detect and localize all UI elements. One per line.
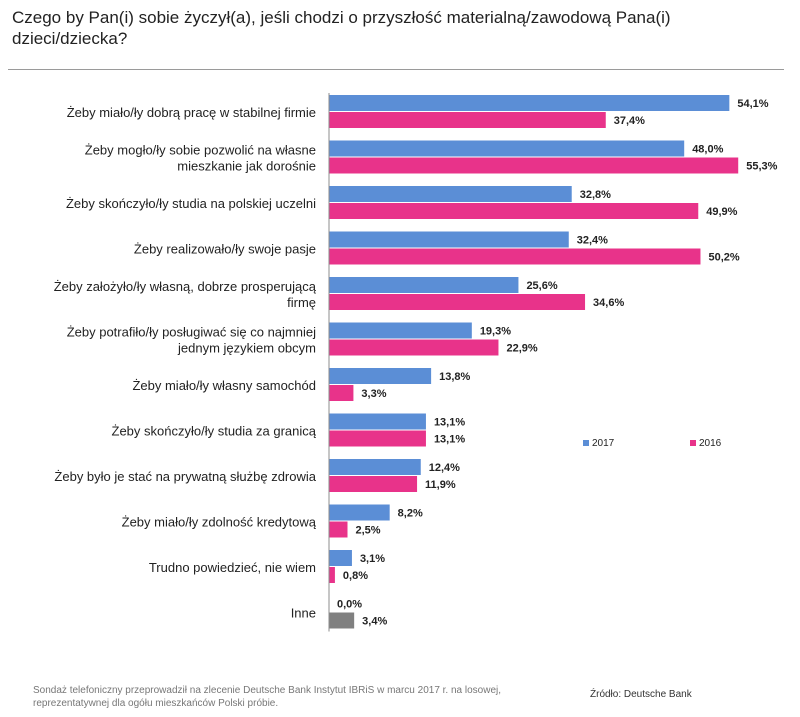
bar-2017 bbox=[329, 186, 572, 202]
category-label: Żeby skończyło/ły studia za granicą bbox=[112, 424, 317, 439]
data-label: 12,4% bbox=[429, 462, 460, 474]
data-label: 8,2% bbox=[398, 508, 423, 520]
legend-label-2016: 2016 bbox=[699, 438, 722, 449]
data-label: 11,9% bbox=[425, 479, 456, 491]
category-label: Żeby miało/ły własny samochód bbox=[132, 378, 316, 393]
data-label: 3,3% bbox=[361, 388, 386, 400]
data-label: 13,1% bbox=[434, 434, 465, 446]
bar-2016 bbox=[329, 339, 499, 356]
data-label: 49,9% bbox=[706, 206, 737, 218]
legend-swatch-2016 bbox=[690, 440, 696, 446]
category-label: Żeby było je stać na prywatną służbę zdr… bbox=[54, 469, 316, 484]
category-label: Żeby skończyło/ły studia na polskiej ucz… bbox=[66, 196, 316, 211]
bar-2017 bbox=[329, 140, 685, 157]
legend-label-2017: 2017 bbox=[592, 438, 615, 449]
category-label: Żeby miało/ły dobrą pracę w stabilnej fi… bbox=[67, 105, 316, 120]
bar-2016 bbox=[329, 612, 355, 629]
category-label: Inne bbox=[291, 606, 316, 621]
bar-2017 bbox=[329, 459, 421, 475]
chart-title: Czego by Pan(i) sobie życzył(a), jeśli c… bbox=[12, 8, 671, 48]
data-label: 32,4% bbox=[577, 235, 608, 247]
data-label: 3,4% bbox=[362, 616, 387, 628]
category-label: Żeby potrafiło/ły posługiwać się co najm… bbox=[67, 325, 316, 340]
bar-2016 bbox=[329, 203, 699, 219]
bar-2016 bbox=[329, 521, 348, 538]
category-label: firmę bbox=[287, 295, 316, 310]
bar-2016 bbox=[329, 385, 354, 401]
bar-chart: Żeby miało/ły dobrą pracę w stabilnej fi… bbox=[54, 93, 778, 632]
bar-2017 bbox=[329, 231, 569, 248]
source-note: Źródło: Deutsche Bank bbox=[590, 689, 692, 700]
data-label: 19,3% bbox=[480, 326, 511, 338]
bar-2016 bbox=[329, 157, 739, 174]
chart-legend: 2017 2016 bbox=[583, 438, 722, 449]
data-label: 32,8% bbox=[580, 189, 611, 201]
category-label: Żeby realizowało/ły swoje pasje bbox=[134, 242, 316, 257]
data-label: 25,6% bbox=[526, 280, 557, 292]
category-label: Żeby założyło/ły własną, dobrze prosperu… bbox=[54, 279, 317, 294]
bar-2016 bbox=[329, 294, 586, 310]
title-divider bbox=[8, 69, 784, 70]
category-label: jednym językiem obcym bbox=[177, 341, 316, 356]
data-label: 48,0% bbox=[692, 144, 723, 156]
category-label: Żeby miało/ły zdolność kredytową bbox=[122, 515, 317, 530]
bars-group: Żeby miało/ły dobrą pracę w stabilnej fi… bbox=[54, 93, 778, 632]
bar-2017 bbox=[329, 277, 519, 293]
bar-2016 bbox=[329, 112, 606, 128]
survey-note: Sondaż telefoniczny przeprowadził na zle… bbox=[33, 685, 502, 709]
data-label: 54,1% bbox=[737, 98, 768, 110]
bar-2016 bbox=[329, 430, 426, 447]
bar-2017 bbox=[329, 95, 730, 111]
bar-2016 bbox=[329, 476, 418, 492]
data-label: 0,8% bbox=[343, 570, 368, 582]
legend-swatch-2017 bbox=[583, 440, 589, 446]
data-label: 3,1% bbox=[360, 553, 385, 565]
data-label: 13,1% bbox=[434, 417, 465, 429]
bar-2016 bbox=[329, 567, 335, 583]
data-label: 2,5% bbox=[356, 525, 381, 537]
data-label: 0,0% bbox=[337, 599, 362, 611]
data-label: 55,3% bbox=[746, 161, 777, 173]
data-label: 50,2% bbox=[708, 252, 739, 264]
category-label: mieszkanie jak dorośnie bbox=[177, 159, 316, 174]
bar-2017 bbox=[329, 322, 472, 339]
bar-2017 bbox=[329, 413, 426, 430]
data-label: 13,8% bbox=[439, 371, 470, 383]
data-label: 34,6% bbox=[593, 297, 624, 309]
data-label: 22,9% bbox=[506, 343, 537, 355]
category-label: Trudno powiedzieć, nie wiem bbox=[149, 560, 316, 575]
bar-2016 bbox=[329, 248, 701, 265]
data-label: 37,4% bbox=[614, 115, 645, 127]
bar-2017 bbox=[329, 368, 432, 384]
category-label: Żeby mogło/ły sobie pozwolić na własne bbox=[85, 143, 316, 158]
bar-2017 bbox=[329, 550, 352, 566]
bar-2017 bbox=[329, 504, 390, 521]
